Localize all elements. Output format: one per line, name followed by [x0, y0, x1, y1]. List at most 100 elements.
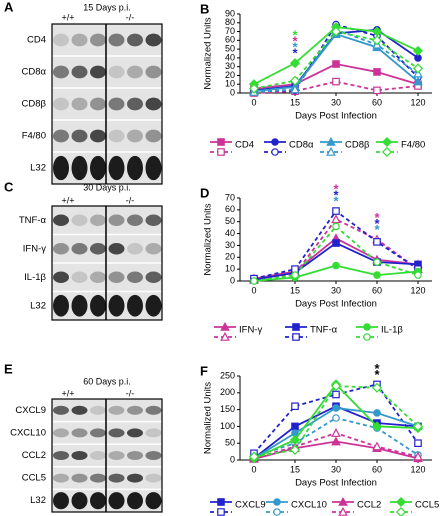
blot-band	[145, 33, 162, 47]
blot-band	[71, 155, 88, 181]
blot-band	[53, 492, 69, 510]
legend-label: CXCL9	[235, 500, 266, 511]
y-tick-label: 20	[225, 252, 235, 262]
x-tick-label: 0	[251, 464, 256, 474]
blot-band	[127, 97, 143, 111]
panel-letter: F	[200, 363, 208, 378]
blot-band	[90, 473, 106, 483]
y-tick-label: 50	[225, 438, 235, 448]
blot-band	[53, 97, 69, 111]
marker	[289, 434, 301, 445]
marker	[330, 26, 342, 37]
marker	[373, 86, 381, 95]
blot-band	[71, 492, 88, 510]
blot-band	[145, 243, 162, 255]
blot-band	[108, 450, 125, 461]
marker	[332, 207, 340, 215]
marker	[330, 381, 342, 392]
y-tick-label: 250	[220, 370, 235, 380]
blot-frame	[51, 205, 163, 321]
blot-band	[127, 271, 143, 283]
marker	[338, 496, 348, 506]
row-label: L32	[30, 163, 46, 174]
blot-band	[90, 129, 106, 143]
row-label: CXCL10	[10, 427, 46, 438]
marker	[413, 451, 423, 461]
marker	[373, 258, 381, 266]
blot-band	[53, 33, 69, 47]
marker	[217, 498, 225, 506]
blot-band	[90, 155, 106, 181]
marker	[381, 136, 393, 148]
row-label: F4/80	[22, 131, 46, 142]
x-tick-label: 60	[372, 97, 382, 107]
x-tick-label: 30	[331, 97, 341, 107]
blot-band	[108, 492, 125, 510]
legend-label: IFN-γ	[239, 325, 262, 336]
blot-frame	[51, 23, 163, 185]
marker	[373, 238, 381, 246]
marker	[332, 404, 340, 412]
marker	[290, 84, 300, 94]
blot-band	[108, 428, 125, 438]
marker	[412, 421, 424, 432]
marker	[248, 451, 260, 462]
y-tick-label: 30	[225, 61, 235, 71]
legend-label: CD8β	[345, 140, 370, 151]
blot-band	[90, 271, 106, 283]
legend-label: CCL2	[357, 500, 381, 511]
blot-band	[90, 214, 106, 226]
marker	[338, 506, 348, 516]
blot-band	[71, 271, 88, 283]
marker	[332, 414, 340, 422]
blot-band	[90, 33, 106, 47]
blot-band	[108, 271, 125, 283]
marker	[332, 261, 340, 270]
y-tick-label: 0	[230, 454, 235, 464]
blot-band	[127, 405, 143, 415]
blot-band	[145, 428, 162, 438]
y-tick-label: 40	[225, 228, 235, 238]
marker	[371, 382, 383, 393]
blot-band	[127, 214, 143, 226]
x-tick-label: 0	[251, 97, 256, 107]
marker	[250, 277, 258, 285]
y-axis-title: Normalized Units	[203, 382, 214, 455]
annotation: *	[374, 361, 380, 376]
x-tick-label: 30	[331, 285, 341, 295]
blot-band	[127, 243, 143, 255]
marker	[289, 444, 301, 455]
marker	[289, 75, 301, 86]
blot-band	[90, 97, 106, 111]
y-tick-label: 40	[225, 52, 235, 62]
blot-band	[71, 97, 88, 111]
x-axis-title: Days Post Infection	[295, 111, 377, 122]
group-label: -/-	[126, 388, 135, 398]
x-axis-title: Days Post Infection	[295, 478, 377, 489]
blot-band	[90, 405, 106, 415]
blot-band	[145, 450, 162, 461]
blot-band	[53, 243, 69, 255]
row-label: L32	[30, 300, 46, 311]
group-label: -/-	[126, 195, 135, 205]
marker	[217, 148, 225, 156]
blot-band	[71, 294, 88, 317]
y-tick-label: 70	[225, 192, 235, 202]
line-dashed	[253, 385, 419, 458]
panel-letter: E	[4, 361, 13, 376]
marker	[331, 214, 341, 224]
blot-title: 60 Days p.i.	[83, 376, 131, 386]
annotation: *	[333, 193, 339, 208]
annotation: *	[333, 187, 339, 202]
y-tick-label: 30	[225, 240, 235, 250]
blot-band	[108, 405, 125, 415]
legend-label: CD8α	[289, 140, 314, 151]
y-axis-title: Normalized Units	[203, 203, 214, 276]
blot-band	[71, 129, 88, 143]
blot-band	[145, 97, 162, 111]
legend-label: TNF-α	[310, 325, 338, 336]
annotation: *	[374, 210, 380, 225]
marker	[381, 146, 393, 158]
blot-band	[53, 294, 69, 317]
row-label: TNF-α	[19, 215, 47, 226]
